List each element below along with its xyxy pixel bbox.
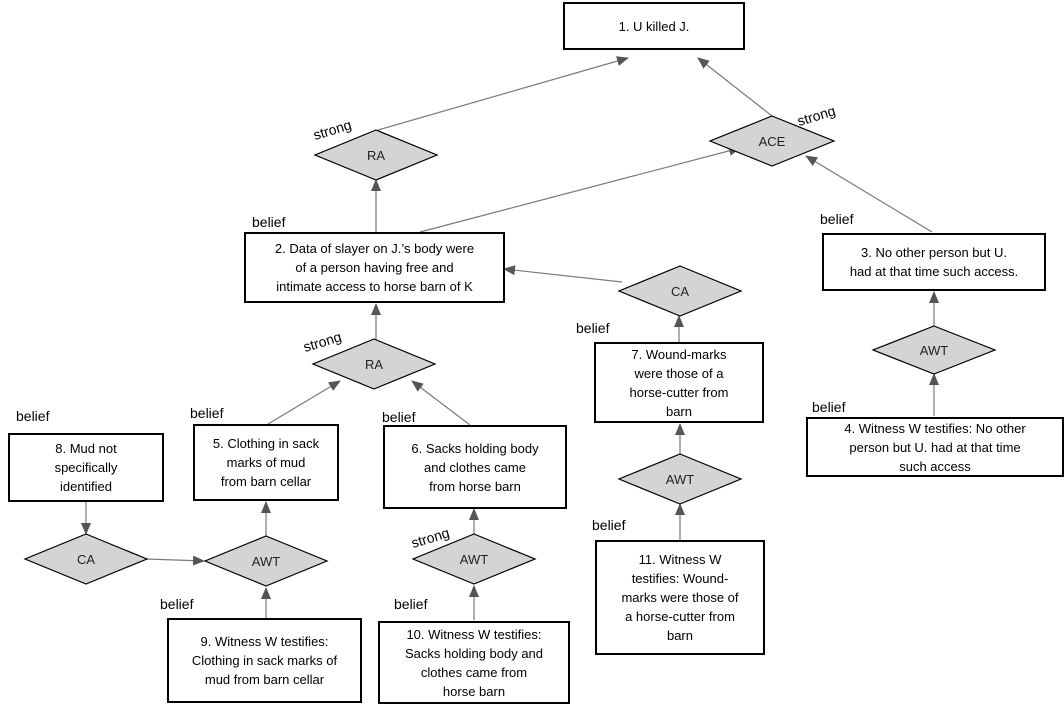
diamond-awt-center [411, 533, 537, 585]
diamond-awt-mid-label: AWT [666, 472, 694, 487]
edge-n2-to-ace [419, 145, 741, 233]
edge-n6-to-ra-mid [411, 380, 471, 426]
tag-belief-n3: belief [820, 211, 854, 227]
diamond-ca-right [617, 265, 743, 317]
diamond-awt-right-label: AWT [920, 343, 948, 358]
diamond-awt-center-label: AWT [460, 552, 488, 567]
diamond-ca-right-label: CA [671, 284, 689, 299]
tag-belief-n4: belief [812, 399, 846, 415]
tag-belief-n9: belief [160, 596, 194, 612]
edge-ra-top-to-n1 [377, 56, 629, 131]
diamond-ra-mid [311, 338, 437, 390]
edge-ace-to-n1 [697, 57, 773, 117]
diamond-ca-left-label: CA [77, 552, 95, 567]
tag-belief-n2: belief [252, 214, 286, 230]
tag-belief-n8: belief [16, 408, 50, 424]
diamond-awt-left-label: AWT [252, 554, 280, 569]
tag-belief-n6: belief [382, 409, 416, 425]
node-10: 10. Witness W testifies: Sacks holding b… [378, 621, 570, 704]
diamond-awt-left [203, 535, 329, 587]
node-5: 5. Clothing in sack marks of mud from ba… [193, 424, 339, 501]
edge-ca-right-to-n2 [503, 265, 623, 283]
node-11: 11. Witness W testifies: Wound- marks we… [595, 540, 765, 655]
diamond-ace-label: ACE [759, 134, 786, 149]
edge-n3-to-ace [805, 155, 933, 233]
node-6: 6. Sacks holding body and clothes came f… [383, 425, 567, 509]
node-9: 9. Witness W testifies: Clothing in sack… [167, 618, 362, 703]
tag-belief-n5: belief [190, 405, 224, 421]
node-8: 8. Mud not specifically identified [8, 433, 164, 502]
edge-ca-left-to-awt-left [145, 555, 205, 566]
tag-belief-n11: belief [592, 517, 626, 533]
edge-n5-to-ra-mid [267, 380, 341, 425]
node-3: 3. No other person but U. had at that ti… [822, 233, 1046, 291]
diamond-ca-left [23, 533, 149, 585]
diamond-ace [708, 115, 836, 167]
diamond-awt-right [871, 325, 997, 375]
tag-belief-n7: belief [576, 320, 610, 336]
tag-belief-n10: belief [394, 596, 428, 612]
node-7: 7. Wound-marks were those of a horse-cut… [594, 342, 764, 423]
diamond-ra-top-label: RA [367, 148, 385, 163]
diamond-ra-top [313, 129, 439, 181]
node-4: 4. Witness W testifies: No other person … [806, 417, 1064, 477]
diamond-awt-mid [617, 453, 743, 505]
diamond-ra-mid-label: RA [365, 357, 383, 372]
node-1: 1. U killed J. [563, 2, 745, 50]
node-2: 2. Data of slayer on J.’s body were of a… [244, 232, 505, 303]
